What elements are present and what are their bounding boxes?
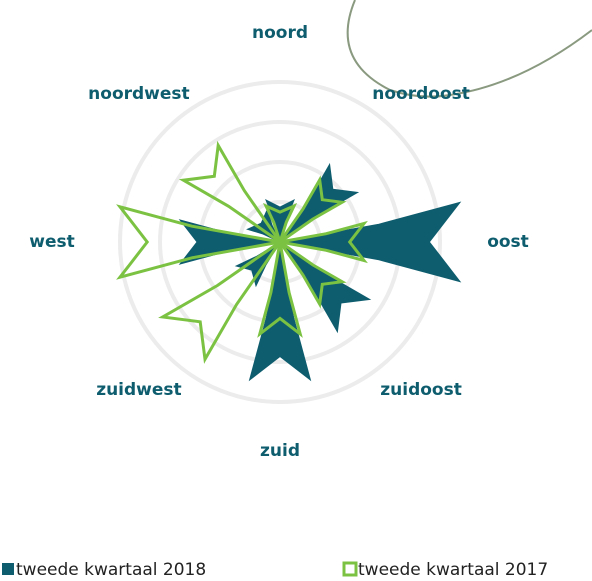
direction-label: noord: [252, 23, 308, 43]
legend-swatch: [344, 563, 356, 575]
direction-label: oost: [487, 232, 529, 252]
legend-swatch: [2, 563, 14, 575]
decoration: [348, 0, 592, 97]
legend-label: tweede kwartaal 2017: [358, 560, 548, 580]
direction-label: zuidoost: [380, 380, 462, 400]
direction-label: zuid: [260, 441, 300, 461]
direction-label: west: [29, 232, 74, 252]
direction-label: noordoost: [372, 84, 470, 104]
direction-label: zuidwest: [96, 380, 181, 400]
direction-label: noordwest: [88, 84, 190, 104]
chart: noord noordoost oost zuidoost zuid zuidwest we…: [0, 0, 592, 581]
legend-label: tweede kwartaal 2018: [16, 560, 206, 580]
